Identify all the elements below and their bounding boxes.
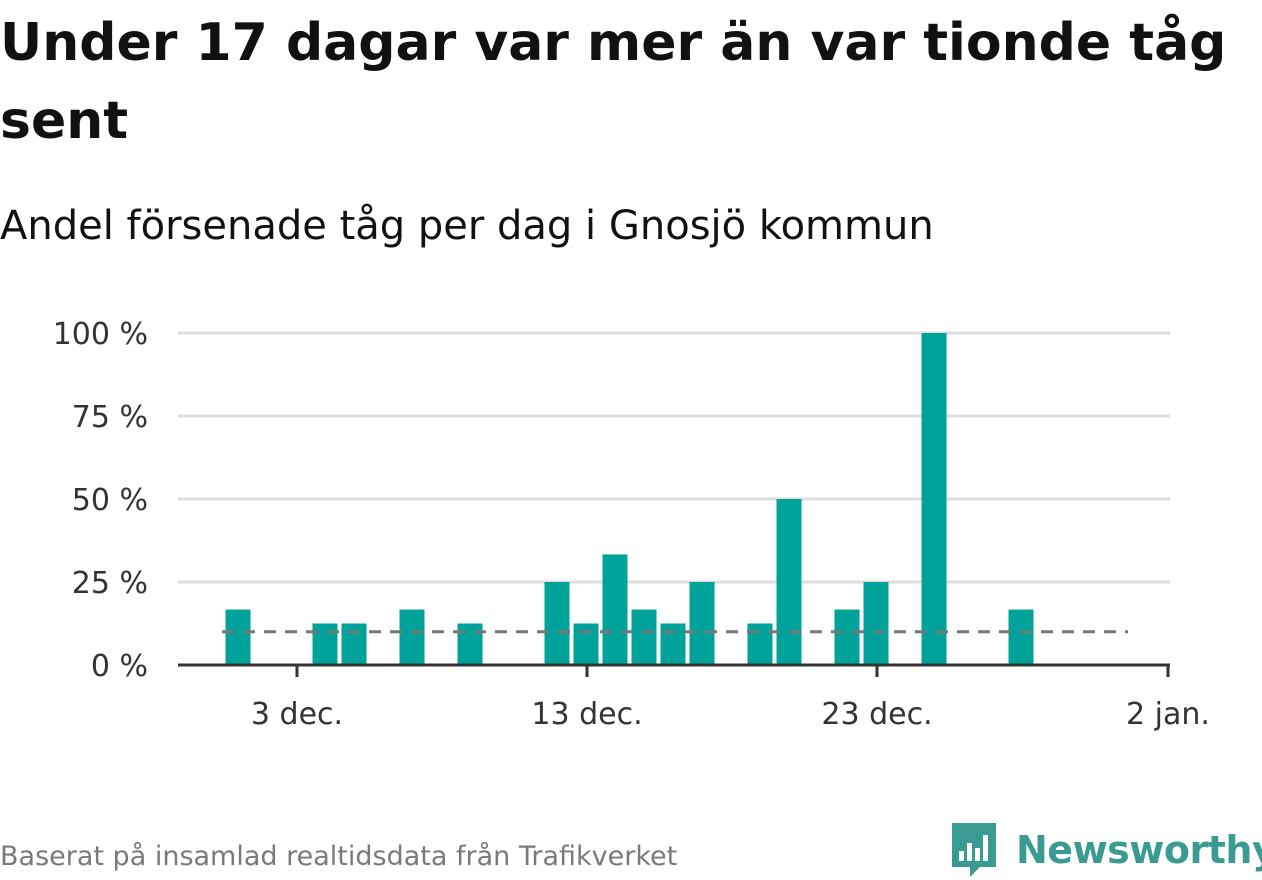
bars <box>225 333 1034 665</box>
bar <box>457 623 483 665</box>
bar <box>225 609 251 665</box>
bar <box>689 582 715 665</box>
bar <box>573 623 599 665</box>
y-axis-tick-labels: 0 % 25 % 50 % 75 % 100 % <box>53 317 148 684</box>
brand-name: Newsworthy <box>1016 828 1262 872</box>
bar <box>747 623 773 665</box>
x-axis <box>178 663 1170 677</box>
bar <box>602 554 628 665</box>
bar <box>341 623 367 665</box>
x-tick-label: 3 dec. <box>251 697 343 732</box>
x-tick-label: 13 dec. <box>531 697 642 732</box>
bar <box>660 623 686 665</box>
source-note: Baserat på insamlad realtidsdata från Tr… <box>0 841 678 872</box>
y-tick-label: 25 % <box>72 566 148 601</box>
x-tick-label: 23 dec. <box>821 697 932 732</box>
y-tick-label: 100 % <box>53 317 148 352</box>
bar-chart: 0 % 25 % 50 % 75 % 100 % 3 dec. 13 dec. 23 dec… <box>53 317 1210 732</box>
newsworthy-logo: Newsworthy <box>950 820 1262 880</box>
bar <box>544 582 570 665</box>
bar <box>834 609 860 665</box>
bar-chart-speech-bubble-icon <box>952 823 996 877</box>
x-axis-tick-labels: 3 dec. 13 dec. 23 dec. 2 jan. <box>251 697 1210 732</box>
bar <box>863 582 889 665</box>
y-tick-label: 0 % <box>91 649 148 684</box>
y-tick-label: 75 % <box>72 400 148 435</box>
bar <box>312 623 338 665</box>
bar <box>1008 609 1034 665</box>
x-tick-label: 2 jan. <box>1126 697 1210 732</box>
chart-subtitle: Andel försenade tåg per dag i Gnosjö kom… <box>0 203 934 249</box>
bar <box>399 609 425 665</box>
y-tick-label: 50 % <box>72 483 148 518</box>
bar <box>921 333 947 665</box>
bar <box>776 499 802 665</box>
bar <box>631 609 657 665</box>
chart-title: Under 17 dagar var mer än var tionde tåg… <box>0 13 1227 151</box>
gridlines <box>178 331 1170 584</box>
